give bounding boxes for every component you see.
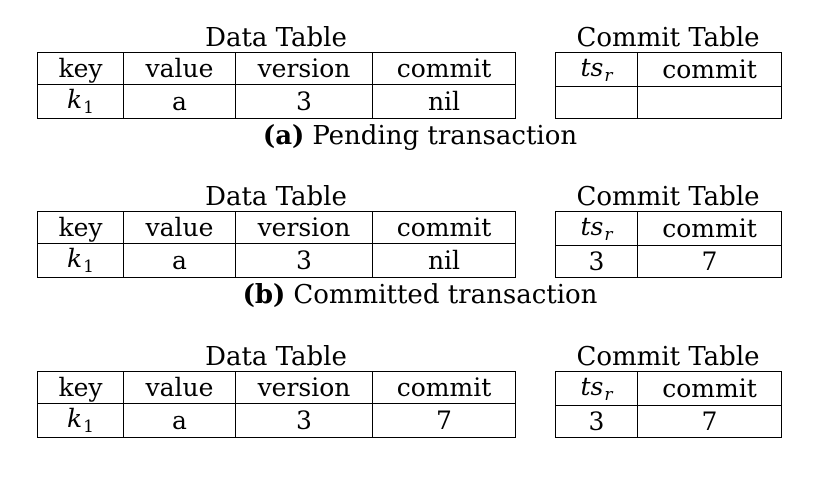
panel-a: Data Table Commit Table key value versio… bbox=[0, 22, 840, 162]
cell-version: 3 bbox=[235, 243, 373, 278]
ts-var: ts bbox=[580, 212, 604, 242]
cell-key: k1 bbox=[37, 403, 124, 438]
data-table-row: k1 a 3 nil bbox=[37, 243, 516, 278]
commit-table-title: Commit Table bbox=[576, 23, 760, 53]
data-table: key value version commit k1 a 3 nil bbox=[37, 211, 516, 278]
key-sub: 1 bbox=[83, 257, 94, 277]
commit-table: tsr commit 3 7 bbox=[555, 211, 782, 278]
ts-var: ts bbox=[580, 372, 604, 402]
key-sub: 1 bbox=[83, 417, 94, 437]
commit-table-title: Commit Table bbox=[576, 342, 760, 372]
panel-b: Data Table Commit Table key value versio… bbox=[0, 181, 840, 321]
key-var: k bbox=[67, 85, 83, 115]
commit-table-row: 3 7 bbox=[555, 245, 782, 278]
header-value: value bbox=[123, 211, 236, 244]
cell-version: 3 bbox=[235, 84, 373, 119]
header-ts: tsr bbox=[555, 52, 638, 87]
panel-c: Data Table Commit Table key value versio… bbox=[0, 341, 840, 481]
commit-table-header-row: tsr commit bbox=[555, 52, 782, 87]
header-key: key bbox=[37, 211, 124, 244]
cell-key: k1 bbox=[37, 243, 124, 278]
cell-ts: 3 bbox=[555, 245, 638, 278]
data-table-header-row: key value version commit bbox=[37, 371, 516, 404]
caption-tag: (b) bbox=[242, 280, 286, 310]
cell-key: k1 bbox=[37, 84, 124, 119]
header-value: value bbox=[123, 371, 236, 404]
subfigure-caption-b: (b) Committed transaction bbox=[0, 277, 840, 313]
commit-table-row: 3 7 bbox=[555, 405, 782, 438]
data-table: key value version commit k1 a 3 7 bbox=[37, 371, 516, 438]
cell-commit: nil bbox=[372, 84, 516, 119]
header-version: version bbox=[235, 52, 373, 85]
subfigure-caption-a: (a) Pending transaction bbox=[0, 118, 840, 154]
cell-ts bbox=[555, 86, 638, 119]
cell-version: 3 bbox=[235, 403, 373, 438]
ts-sub: r bbox=[604, 66, 613, 86]
key-var: k bbox=[67, 404, 83, 434]
commit-table-row bbox=[555, 86, 782, 119]
data-table-title: Data Table bbox=[205, 23, 347, 53]
commit-table-header-row: tsr commit bbox=[555, 371, 782, 406]
data-table-row: k1 a 3 nil bbox=[37, 84, 516, 119]
commit-table: tsr commit 3 7 bbox=[555, 371, 782, 438]
data-table-header-row: key value version commit bbox=[37, 211, 516, 244]
header-commit: commit bbox=[372, 211, 516, 244]
header-value: value bbox=[123, 52, 236, 85]
header-commit-ts: commit bbox=[637, 52, 782, 87]
data-table-title: Data Table bbox=[205, 182, 347, 212]
key-var: k bbox=[67, 244, 83, 274]
data-table-row: k1 a 3 7 bbox=[37, 403, 516, 438]
caption-tag: (a) bbox=[262, 121, 305, 151]
caption-text: Committed transaction bbox=[293, 280, 598, 310]
header-ts: tsr bbox=[555, 211, 638, 246]
header-version: version bbox=[235, 371, 373, 404]
commit-table: tsr commit bbox=[555, 52, 782, 119]
data-table-header-row: key value version commit bbox=[37, 52, 516, 85]
header-version: version bbox=[235, 211, 373, 244]
cell-commit: 7 bbox=[372, 403, 516, 438]
header-commit-ts: commit bbox=[637, 371, 782, 406]
cell-commit-ts bbox=[637, 86, 782, 119]
header-key: key bbox=[37, 52, 124, 85]
header-ts: tsr bbox=[555, 371, 638, 406]
ts-sub: r bbox=[604, 385, 613, 405]
key-sub: 1 bbox=[83, 98, 94, 118]
caption-text: Pending transaction bbox=[312, 121, 578, 151]
header-commit: commit bbox=[372, 52, 516, 85]
cell-commit-ts: 7 bbox=[637, 245, 782, 278]
header-commit-ts: commit bbox=[637, 211, 782, 246]
cell-commit: nil bbox=[372, 243, 516, 278]
commit-table-title: Commit Table bbox=[576, 182, 760, 212]
data-table-title: Data Table bbox=[205, 342, 347, 372]
cell-value: a bbox=[123, 84, 236, 119]
ts-sub: r bbox=[604, 225, 613, 245]
commit-table-header-row: tsr commit bbox=[555, 211, 782, 246]
cell-commit-ts: 7 bbox=[637, 405, 782, 438]
header-key: key bbox=[37, 371, 124, 404]
data-table: key value version commit k1 a 3 nil bbox=[37, 52, 516, 119]
header-commit: commit bbox=[372, 371, 516, 404]
cell-value: a bbox=[123, 403, 236, 438]
ts-var: ts bbox=[580, 53, 604, 83]
cell-ts: 3 bbox=[555, 405, 638, 438]
cell-value: a bbox=[123, 243, 236, 278]
